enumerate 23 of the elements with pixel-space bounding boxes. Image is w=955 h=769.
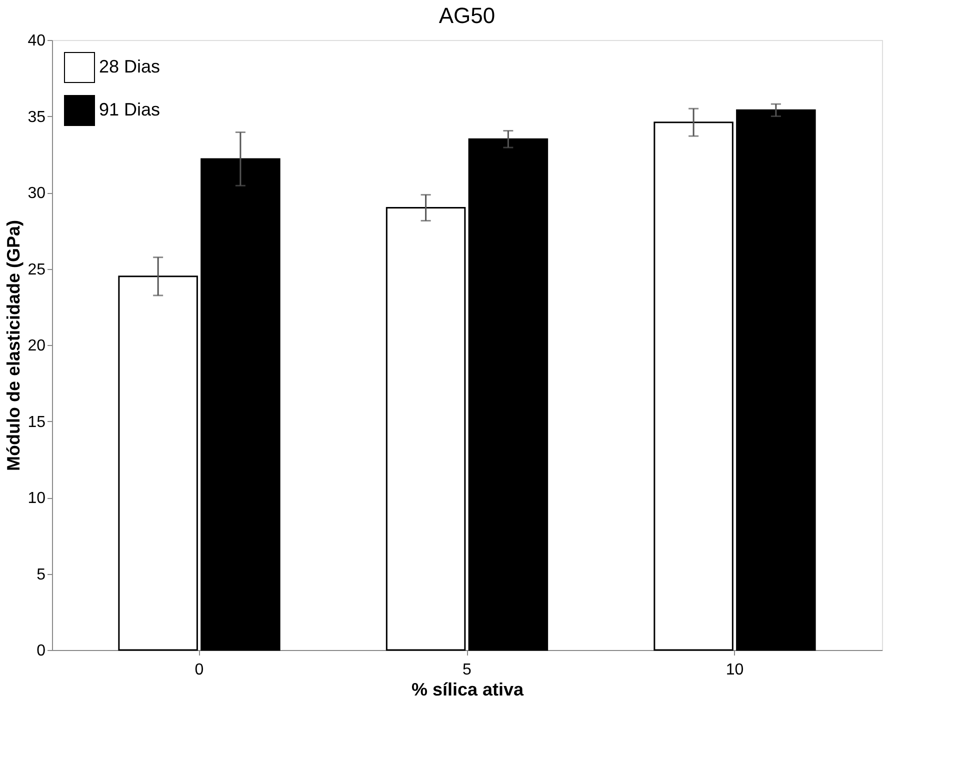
legend-label: 28 Dias: [99, 56, 160, 76]
x-tick-label: 10: [726, 662, 744, 678]
y-tick-label: 15: [28, 414, 46, 431]
x-tick-label: 0: [194, 662, 204, 678]
bar: [468, 138, 548, 651]
y-tick-label: 10: [28, 490, 46, 507]
y-tick-label: 25: [28, 261, 46, 278]
bar: [386, 207, 466, 651]
bar: [736, 109, 816, 651]
y-tick-label: 30: [28, 185, 46, 202]
bar: [200, 158, 280, 651]
y-tick-label: 35: [28, 108, 46, 126]
y-tick-label: 0: [36, 642, 46, 660]
bar: [118, 276, 198, 651]
legend-label: 91 Dias: [99, 100, 160, 120]
x-tick-label: 5: [462, 662, 472, 678]
y-tick-label: 5: [36, 566, 46, 584]
y-axis-title: Módulo de elasticidade (GPa): [4, 220, 24, 472]
bar: [654, 122, 734, 651]
y-tick-label: 40: [28, 32, 46, 50]
y-tick-label: 20: [28, 338, 46, 354]
x-axis-title: % sílica ativa: [411, 680, 525, 700]
chart-title: AG50: [438, 3, 496, 28]
